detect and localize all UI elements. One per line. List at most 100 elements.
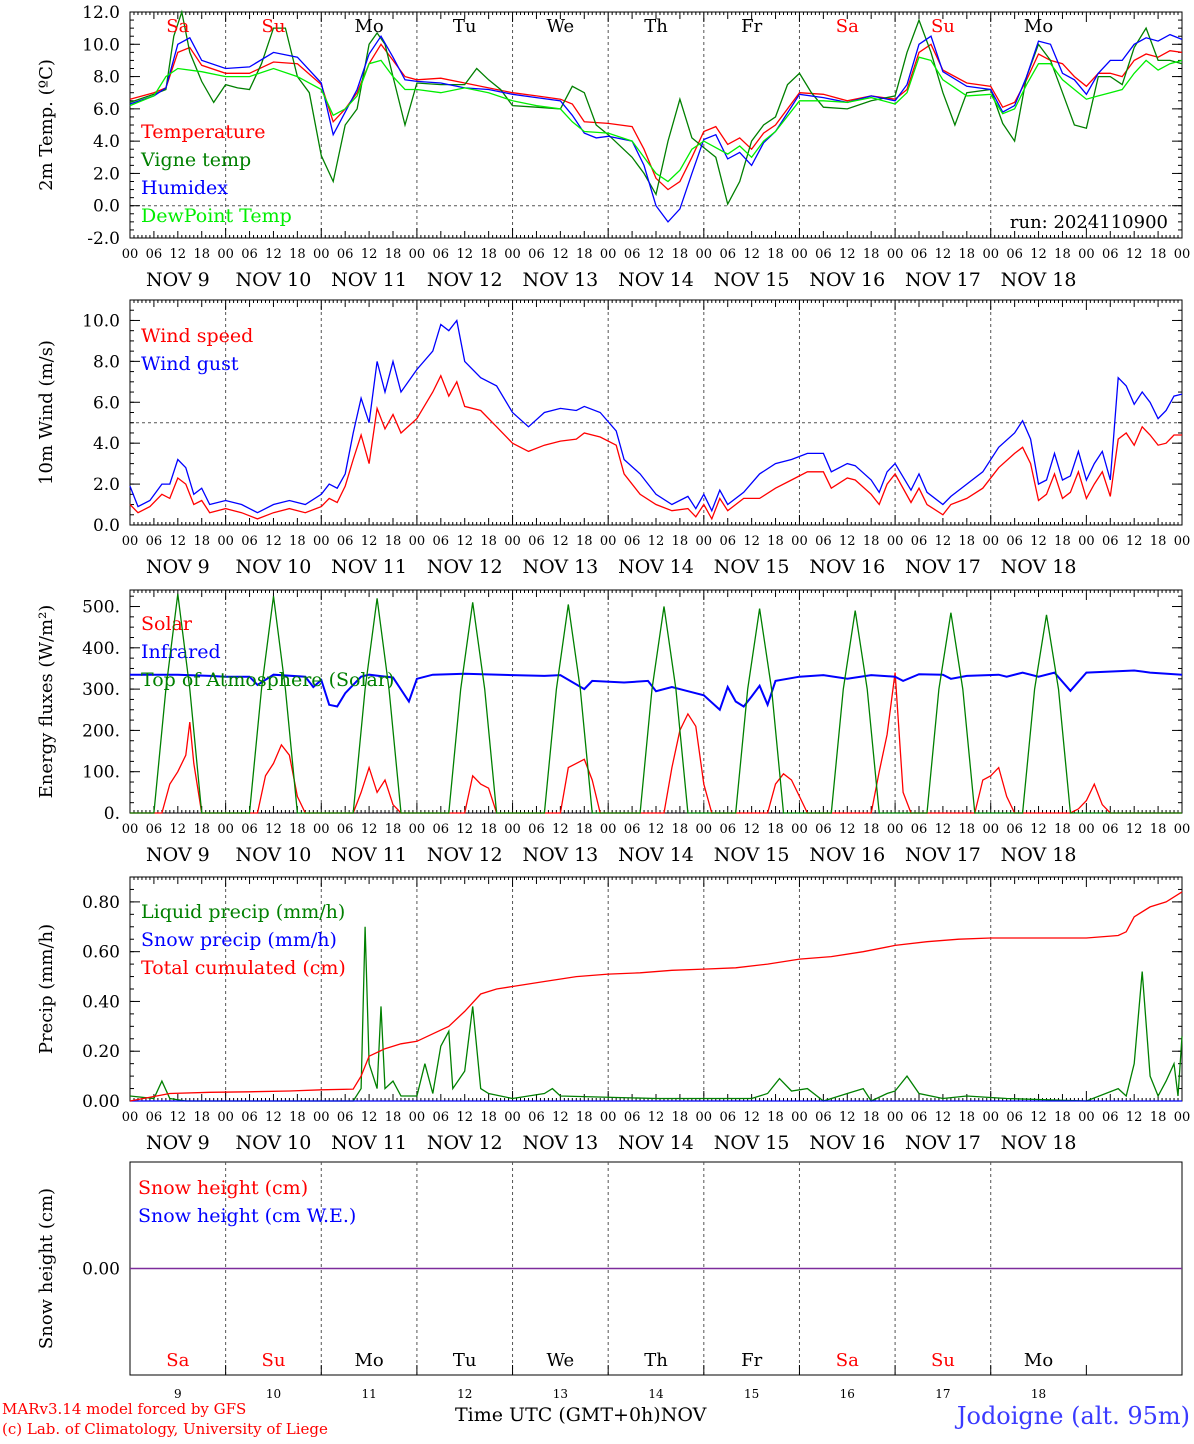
hour-tick-label: 18 [385, 247, 402, 262]
hour-tick-label: 06 [241, 247, 258, 262]
hour-tick-label: 18 [385, 822, 402, 837]
y-tick-label: 100. [82, 763, 120, 783]
y-tick-label: 4.0 [93, 132, 120, 152]
hour-tick-label: 06 [719, 1110, 736, 1125]
hour-tick-label: 12 [743, 1110, 760, 1125]
series-line-dewpoint-temp [129, 56, 1183, 183]
hour-tick-label: 00 [504, 1110, 521, 1125]
hour-tick-label: 18 [672, 534, 689, 549]
hour-tick-label: 12 [170, 247, 187, 262]
legend-label: Infrared [141, 641, 221, 663]
hour-tick-label: 12 [361, 1110, 378, 1125]
hour-tick-label: 12 [1030, 247, 1047, 262]
series-line-total-cumulated-cm- [129, 891, 1183, 1102]
hour-tick-label: 06 [1102, 247, 1119, 262]
hour-tick-label: 12 [170, 1110, 187, 1125]
hour-tick-label: 12 [552, 534, 569, 549]
day-label: NOV 18 [1001, 844, 1077, 866]
hour-tick-label: 18 [672, 247, 689, 262]
hour-tick-label: 00 [1078, 247, 1095, 262]
hour-tick-label: 00 [122, 822, 139, 837]
x-axis-title-text: Time UTC (GMT+0h) [455, 1404, 661, 1426]
hour-tick-label: 00 [504, 822, 521, 837]
hour-tick-label: 06 [624, 534, 641, 549]
hour-tick-label: 06 [1006, 822, 1023, 837]
y-tick-label: 0.80 [82, 893, 120, 913]
hour-tick-label: 00 [1078, 1110, 1095, 1125]
x-axis-month: NOV [660, 1404, 707, 1426]
hour-tick-label: 06 [719, 534, 736, 549]
hour-tick-label: 12 [743, 247, 760, 262]
hour-tick-label: 00 [791, 822, 808, 837]
weekday-label: Sa [166, 16, 189, 37]
hour-tick-label: 06 [624, 247, 641, 262]
legend-label: Wind gust [141, 353, 239, 375]
hour-tick-label: 00 [887, 1110, 904, 1125]
legend-label: Snow height (cm) [138, 1177, 308, 1199]
weekday-label: Su [261, 16, 285, 37]
hour-tick-label: 18 [289, 1110, 306, 1125]
hour-tick-label: 12 [839, 247, 856, 262]
weekday-label: Su [931, 16, 955, 37]
hour-tick-label: 18 [480, 1110, 497, 1125]
day-label: NOV 9 [146, 269, 210, 291]
series-line-temperature [129, 43, 1183, 191]
y-axis-label: Precip (mm/h) [36, 924, 57, 1054]
hour-tick-label: 00 [217, 247, 234, 262]
hour-tick-label: 00 [409, 534, 426, 549]
weekday-label: Sa [836, 16, 859, 37]
hour-tick-label: 00 [504, 247, 521, 262]
hour-tick-label: 18 [767, 247, 784, 262]
y-tick-label: 4.0 [93, 434, 120, 454]
hour-tick-label: 12 [935, 247, 952, 262]
hour-tick-label: 00 [217, 822, 234, 837]
weekday-label: Mo [354, 1350, 383, 1371]
hour-tick-label: 12 [552, 247, 569, 262]
day-number-label: 14 [648, 1387, 664, 1401]
hour-tick-label: 18 [193, 822, 210, 837]
day-label: NOV 14 [618, 844, 694, 866]
hour-tick-label: 06 [815, 1110, 832, 1125]
hour-tick-label: 18 [480, 534, 497, 549]
day-label: NOV 11 [331, 269, 407, 291]
hour-tick-label: 12 [456, 822, 473, 837]
hour-tick-label: 06 [241, 822, 258, 837]
day-label: NOV 10 [236, 1132, 312, 1154]
y-tick-label: 2.0 [93, 475, 120, 495]
hour-tick-label: 00 [1174, 822, 1191, 837]
day-number-label: 9 [174, 1387, 182, 1401]
hour-tick-label: 06 [911, 822, 928, 837]
hour-tick-label: 12 [839, 534, 856, 549]
hour-tick-label: 06 [1006, 534, 1023, 549]
hour-tick-label: 06 [528, 822, 545, 837]
y-tick-label: 400. [82, 639, 120, 659]
hour-tick-label: 12 [839, 1110, 856, 1125]
y-tick-label: 0.40 [82, 992, 120, 1012]
hour-tick-label: 18 [863, 822, 880, 837]
hour-tick-label: 06 [815, 822, 832, 837]
day-label: NOV 16 [809, 844, 885, 866]
day-label: NOV 10 [236, 556, 312, 578]
y-tick-label: 6.0 [93, 100, 120, 120]
run-label: run: 2024110900 [1010, 212, 1168, 233]
hour-tick-label: 18 [1150, 247, 1167, 262]
hour-tick-label: 00 [982, 534, 999, 549]
hour-tick-label: 12 [361, 534, 378, 549]
y-tick-label: 0.20 [82, 1042, 120, 1062]
hour-tick-label: 18 [289, 247, 306, 262]
hour-tick-label: 18 [672, 1110, 689, 1125]
hour-tick-label: 00 [600, 822, 617, 837]
series-line-wind-speed [129, 374, 1182, 521]
y-tick-label: 0.00 [82, 1260, 120, 1280]
hour-tick-label: 06 [815, 247, 832, 262]
hour-tick-label: 06 [528, 1110, 545, 1125]
hour-tick-label: 12 [170, 822, 187, 837]
legend-label: Liquid precip (mm/h) [141, 901, 345, 923]
hour-tick-label: 12 [839, 822, 856, 837]
day-label: NOV 10 [236, 269, 312, 291]
day-number-label: 18 [1031, 1387, 1046, 1401]
hour-tick-label: 18 [193, 247, 210, 262]
hour-tick-label: 06 [1102, 822, 1119, 837]
day-label: NOV 16 [809, 556, 885, 578]
